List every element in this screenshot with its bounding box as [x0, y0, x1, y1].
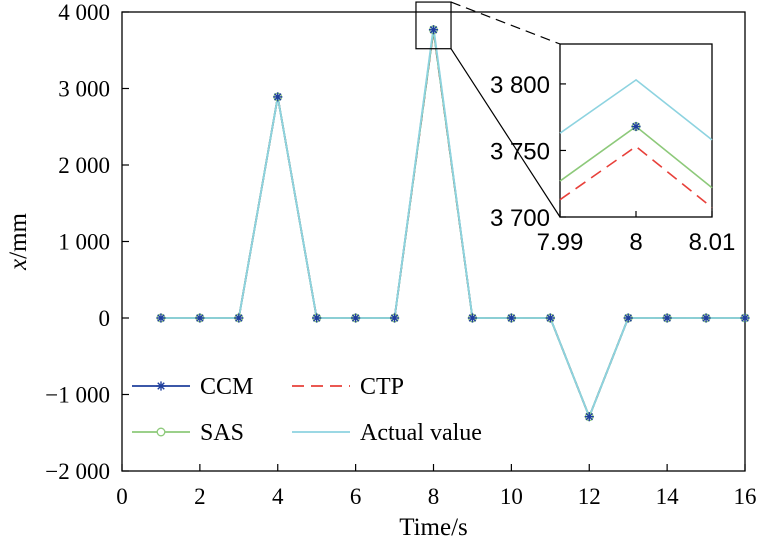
x-tick-label: 10: [500, 484, 523, 509]
inset-x-tick-label: 8: [629, 229, 642, 256]
zoom-region-box: [415, 1, 452, 50]
legend-item-sas: SAS: [132, 420, 244, 446]
y-tick-label: 1 000: [58, 230, 110, 255]
legend-item-actual-value: Actual value: [292, 420, 482, 446]
ccm-marker: [740, 313, 750, 323]
x-axis-label: Time/s: [399, 514, 468, 541]
x-tick-label: 4: [272, 484, 284, 509]
inset-y-tick-label: 3 800: [490, 72, 550, 99]
x-tick-label: 14: [656, 484, 680, 509]
series-line-actual-value: [160, 26, 745, 420]
zoom-connector-bottom: [450, 48, 561, 218]
ccm-marker: [156, 313, 166, 323]
zoom-connector-top: [450, 1, 561, 45]
zoom-connectors: [415, 1, 561, 218]
legend-label-sas: SAS: [200, 420, 244, 446]
legend-marker-sas: [156, 427, 166, 437]
inset-y-tick-label: 3 750: [490, 138, 550, 165]
inset-ccm-marker: [631, 121, 641, 132]
ccm-marker: [506, 313, 516, 323]
ccm-marker: [312, 313, 322, 323]
ccm-marker: [234, 313, 244, 323]
y-tick-label: −2 000: [45, 459, 110, 484]
ccm-marker: [195, 313, 205, 323]
inset-plot: 7.99 8 8.01 3 700 3 750 3 800: [490, 43, 736, 256]
legend-item-ccm: CCM: [132, 374, 253, 400]
ccm-marker: [351, 313, 361, 323]
inset-series-line-ctp: [559, 145, 713, 209]
y-axis-label: x/mm: [5, 212, 32, 271]
ccm-marker: [467, 313, 478, 323]
x-tick-label: 6: [350, 484, 362, 509]
ccm-marker: [623, 313, 633, 323]
x-tick-label: 0: [116, 484, 128, 509]
ccm-marker: [389, 313, 400, 323]
y-tick-label: 0: [99, 306, 111, 331]
ccm-marker: [662, 313, 672, 323]
ccm-marker: [273, 92, 283, 102]
inset-series-line-actual-value: [559, 78, 713, 141]
ccm-marker: [545, 313, 555, 323]
inset-x-tick-label: 8.01: [689, 229, 736, 256]
ccm-marker: [584, 412, 594, 422]
legend-marker-ccm: [156, 381, 166, 391]
legend-label-ctp: CTP: [360, 374, 404, 400]
ccm-marker: [701, 313, 711, 323]
x-tick-label: 8: [428, 484, 440, 509]
legend: CCM CTP SAS Actual value: [132, 374, 482, 446]
inset-x-tick-label: 7.99: [537, 229, 584, 256]
legend-item-ctp: CTP: [292, 374, 404, 400]
x-tick-label: 16: [734, 484, 757, 509]
inset-y-tick-label: 3 700: [490, 205, 550, 232]
x-tick-label: 12: [578, 484, 601, 509]
main-plot: 0 2 4 6 8 10 12 14 16 −2 000 −1 000 0 1 000 2 000 3 00…: [5, 0, 757, 541]
y-tick-label: 4 000: [58, 0, 110, 25]
ccm-marker: [428, 25, 439, 35]
y-tick-label: 2 000: [58, 153, 110, 178]
x-tick-label: 2: [194, 484, 206, 509]
legend-label-ccm: CCM: [200, 374, 253, 400]
y-tick-label: 3 000: [58, 77, 110, 102]
legend-label-actual-value: Actual value: [360, 420, 482, 446]
y-tick-label: −1 000: [45, 383, 110, 408]
